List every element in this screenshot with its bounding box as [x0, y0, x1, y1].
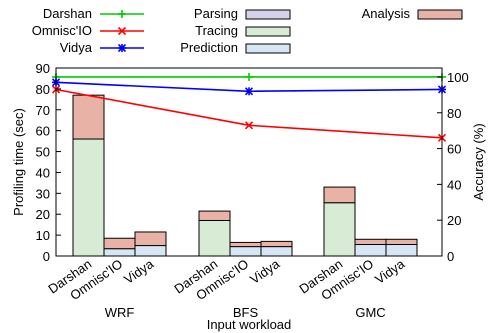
legend-label-omnisc-io: Omnisc'IO — [32, 23, 92, 38]
y2-tick-label-100: 100 — [447, 70, 469, 85]
bar-bfs-omnisc-io-analysis — [229, 241, 262, 248]
bar-bfs-vidya-prediction — [260, 246, 293, 257]
y-axis-label: Profiling time (sec) — [11, 108, 26, 216]
bar-wrf-vidya-analysis — [134, 231, 167, 247]
y-tick-label-0: 0 — [43, 249, 50, 264]
bar-wrf-darshan-analysis — [72, 94, 105, 140]
accuracy-lines — [51, 72, 447, 142]
group-label-bfs: BFS — [233, 305, 259, 320]
legend-swatch-tracing — [245, 26, 291, 37]
bar-gmc-vidya-analysis — [385, 238, 418, 246]
legend-marker-darshan — [118, 10, 126, 18]
bars — [72, 94, 418, 257]
bar-wrf-darshan-tracing — [72, 138, 105, 257]
bar-gmc-omnisc-io-prediction — [354, 244, 387, 257]
legend-marker-omnisc-io — [117, 26, 127, 36]
y-tick-label-10: 10 — [36, 228, 50, 243]
y2-tick-label-20: 20 — [447, 213, 461, 228]
legend-marker-omnisc-io-d2 — [117, 26, 127, 36]
x-axis: DarshanOmnisc'IOVidyaWRFDarshanOmnisc'IO… — [45, 256, 407, 320]
legend-marker-vidya — [117, 43, 127, 53]
legend-label-prediction: Prediction — [180, 40, 238, 55]
bar-gmc-darshan-tracing — [323, 202, 356, 257]
y2-tick-label-40: 40 — [447, 177, 461, 192]
legend-swatch-prediction — [245, 43, 291, 54]
bar-wrf-omnisc-io-prediction — [103, 248, 136, 257]
y-axis-left: 0 10 20 30 40 50 60 70 80 90 — [36, 61, 61, 264]
plot-frame — [55, 67, 443, 257]
legend-label-tracing: Tracing — [195, 23, 238, 38]
bar-gmc-omnisc-io-analysis — [354, 238, 387, 246]
group-label-gmc: GMC — [355, 305, 385, 320]
group-label-wrf: WRF — [105, 305, 135, 320]
x-tick-label-gmc-vidya: Vidya — [372, 256, 408, 287]
y-tick-label-70: 70 — [36, 103, 50, 118]
legend-label-parsing: Parsing — [194, 6, 238, 21]
y-tick-label-40: 40 — [36, 165, 50, 180]
legend-label-darshan: Darshan — [43, 6, 92, 21]
legend-label-analysis: Analysis — [362, 6, 411, 21]
bar-wrf-omnisc-io-analysis — [103, 237, 136, 250]
point-vidya-bfs — [244, 87, 254, 96]
point-vidya-bfs-d2 — [244, 87, 254, 96]
bar-gmc-vidya-prediction — [385, 244, 418, 257]
y-tick-label-60: 60 — [36, 124, 50, 139]
y2-tick-label-60: 60 — [447, 142, 461, 157]
point-darshan-bfs — [245, 72, 253, 81]
bar-bfs-omnisc-io-prediction — [229, 246, 262, 257]
bar-gmc-darshan-analysis — [323, 186, 356, 204]
y-axis-right: 0 20 40 60 80 100 — [437, 70, 469, 264]
y-tick-label-30: 30 — [36, 186, 50, 201]
point-omnisc-io-bfs — [244, 121, 254, 130]
x-tick-label-wrf-vidya: Vidya — [121, 256, 157, 287]
legend-marker-vidya-d2 — [117, 43, 127, 53]
point-omnisc-io-bfs-d2 — [244, 121, 254, 130]
line-omnisc-io — [55, 88, 443, 139]
x-axis-label: Input workload — [207, 317, 292, 332]
y-tick-label-90: 90 — [36, 61, 50, 76]
bar-bfs-darshan-tracing — [198, 219, 231, 257]
legend-swatch-analysis — [417, 9, 463, 20]
y2-axis-label: Accuracy (%) — [471, 123, 486, 200]
bar-bfs-darshan-analysis — [198, 210, 231, 221]
legend-swatch-parsing — [245, 9, 291, 20]
y-tick-label-50: 50 — [36, 145, 50, 160]
y2-tick-label-0: 0 — [447, 249, 454, 264]
y2-tick-label-80: 80 — [447, 106, 461, 121]
legend-label-vidya: Vidya — [60, 40, 93, 55]
legend: Darshan Omnisc'IO Vidya Parsing Tracing Predi… — [32, 6, 463, 55]
bar-wrf-vidya-prediction — [134, 245, 167, 257]
x-tick-label-bfs-vidya: Vidya — [247, 256, 283, 287]
bar-bfs-vidya-analysis — [260, 240, 293, 248]
y-tick-label-20: 20 — [36, 207, 50, 222]
y-tick-label-80: 80 — [36, 82, 50, 97]
